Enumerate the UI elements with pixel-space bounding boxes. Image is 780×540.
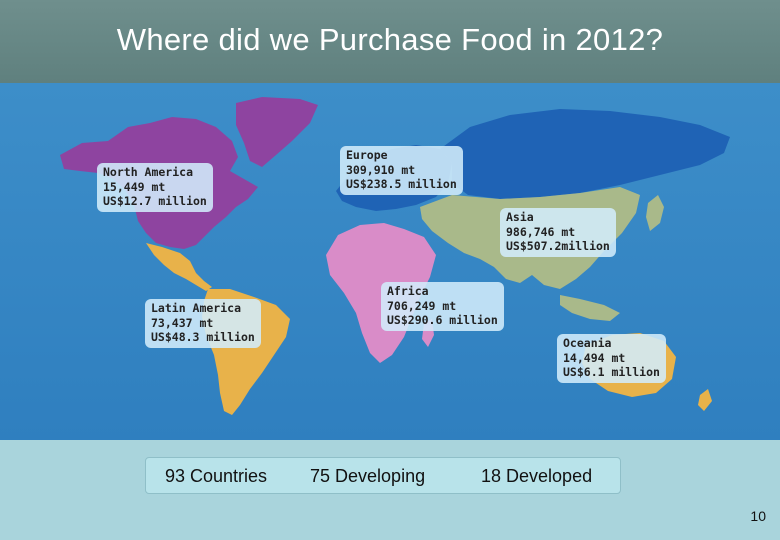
latin-america-volume: 73,437 mt [151, 315, 214, 330]
north-america-volume: 15,449 mt [103, 179, 166, 194]
developing-count: 75 Developing [310, 466, 426, 486]
europe-label: Europe 309,910 mt US$238.5 million [340, 146, 463, 195]
oceania-label: Oceania 14,494 mt US$6.1 million [557, 334, 666, 383]
page-title: Where did we Purchase Food in 2012? [116, 22, 664, 57]
oceania-name: Oceania [563, 336, 612, 350]
oceania-volume: 14,494 mt [563, 350, 626, 365]
africa-label: Africa 706,249 mt US$290.6 million [381, 282, 504, 331]
oceania-value: US$6.1 million [563, 365, 660, 379]
europe-volume: 309,910 mt [346, 162, 416, 177]
north-america-name: North America [103, 165, 194, 179]
central-america-shape [146, 243, 212, 291]
russia-shape [440, 109, 730, 199]
north-america-value: US$12.7 million [103, 194, 207, 208]
title-bar: Where did we Purchase Food in 2012? [0, 0, 780, 83]
europe-value: US$238.5 million [346, 177, 457, 191]
japan-shape [646, 195, 664, 231]
stats-bar: 93 Countries 75 Developing 18 Developed [145, 457, 621, 494]
asia-volume: 986,746 mt [506, 224, 576, 239]
europe-name: Europe [346, 148, 388, 162]
latin-america-name: Latin America [151, 301, 242, 315]
latin-america-label: Latin America 73,437 mt US$48.3 million [145, 299, 261, 348]
africa-volume: 706,249 mt [387, 298, 457, 313]
southeast-asia-shape [560, 295, 620, 321]
africa-name: Africa [387, 284, 429, 298]
world-map-svg [60, 97, 730, 415]
asia-label: Asia 986,746 mt US$507.2million [500, 208, 616, 257]
north-america-label: North America 15,449 mt US$12.7 million [97, 163, 213, 212]
asia-value: US$507.2million [506, 239, 610, 253]
greenland-shape [236, 97, 318, 167]
page-number: 10 [750, 508, 766, 524]
latin-america-value: US$48.3 million [151, 330, 255, 344]
countries-count: 93 Countries [165, 466, 268, 486]
developed-count: 18 Developed [481, 466, 593, 486]
world-map [0, 83, 780, 440]
asia-name: Asia [506, 210, 534, 224]
new-zealand-shape [698, 389, 712, 411]
africa-value: US$290.6 million [387, 313, 498, 327]
